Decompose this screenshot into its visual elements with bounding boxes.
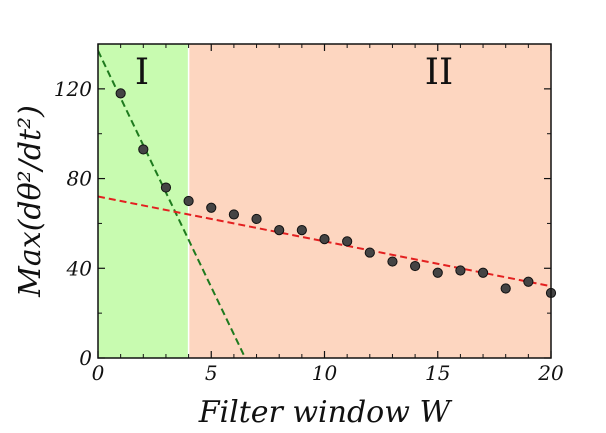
y-tick-label: 120 — [54, 77, 92, 101]
region-label-1: I — [135, 52, 149, 93]
data-point — [432, 267, 443, 278]
x-tick-label: 15 — [425, 361, 450, 385]
data-point — [228, 209, 239, 220]
data-point — [206, 202, 217, 213]
region-labels: I II — [135, 52, 453, 93]
data-point — [115, 88, 126, 99]
y-tick-label: 80 — [67, 167, 93, 191]
data-point — [500, 283, 511, 294]
data-point — [274, 225, 285, 236]
x-tick-label: 0 — [92, 361, 105, 385]
region-label-2: II — [425, 52, 453, 93]
region-2 — [188, 44, 551, 358]
y-tick-label: 0 — [79, 346, 92, 370]
x-tick-label: 20 — [537, 361, 564, 385]
x-tick-label: 5 — [205, 361, 218, 385]
regions — [98, 44, 551, 358]
data-point — [296, 225, 307, 236]
data-point — [364, 247, 375, 258]
axis-ticks: 0 5 10 15 20 0 40 80 120 — [54, 44, 564, 385]
data-point — [183, 195, 194, 207]
x-axis-title: Filter window W — [198, 395, 453, 430]
data-point — [342, 236, 353, 247]
fit-lines — [98, 50, 551, 358]
data-point — [523, 276, 534, 287]
y-tick-label: 40 — [66, 256, 93, 280]
region-1 — [98, 44, 189, 358]
data-point — [251, 213, 262, 225]
y-axis-title: Max(dθ²/dt²) — [13, 105, 48, 298]
x-tick-label: 10 — [312, 361, 338, 385]
data-point — [319, 234, 330, 245]
data-point — [160, 182, 172, 193]
data-point — [455, 265, 466, 276]
data-point — [138, 144, 149, 155]
data-point — [477, 267, 489, 278]
data-points — [115, 88, 557, 299]
fit-line-1 — [98, 50, 247, 358]
data-point — [410, 260, 421, 272]
data-point — [387, 256, 398, 267]
